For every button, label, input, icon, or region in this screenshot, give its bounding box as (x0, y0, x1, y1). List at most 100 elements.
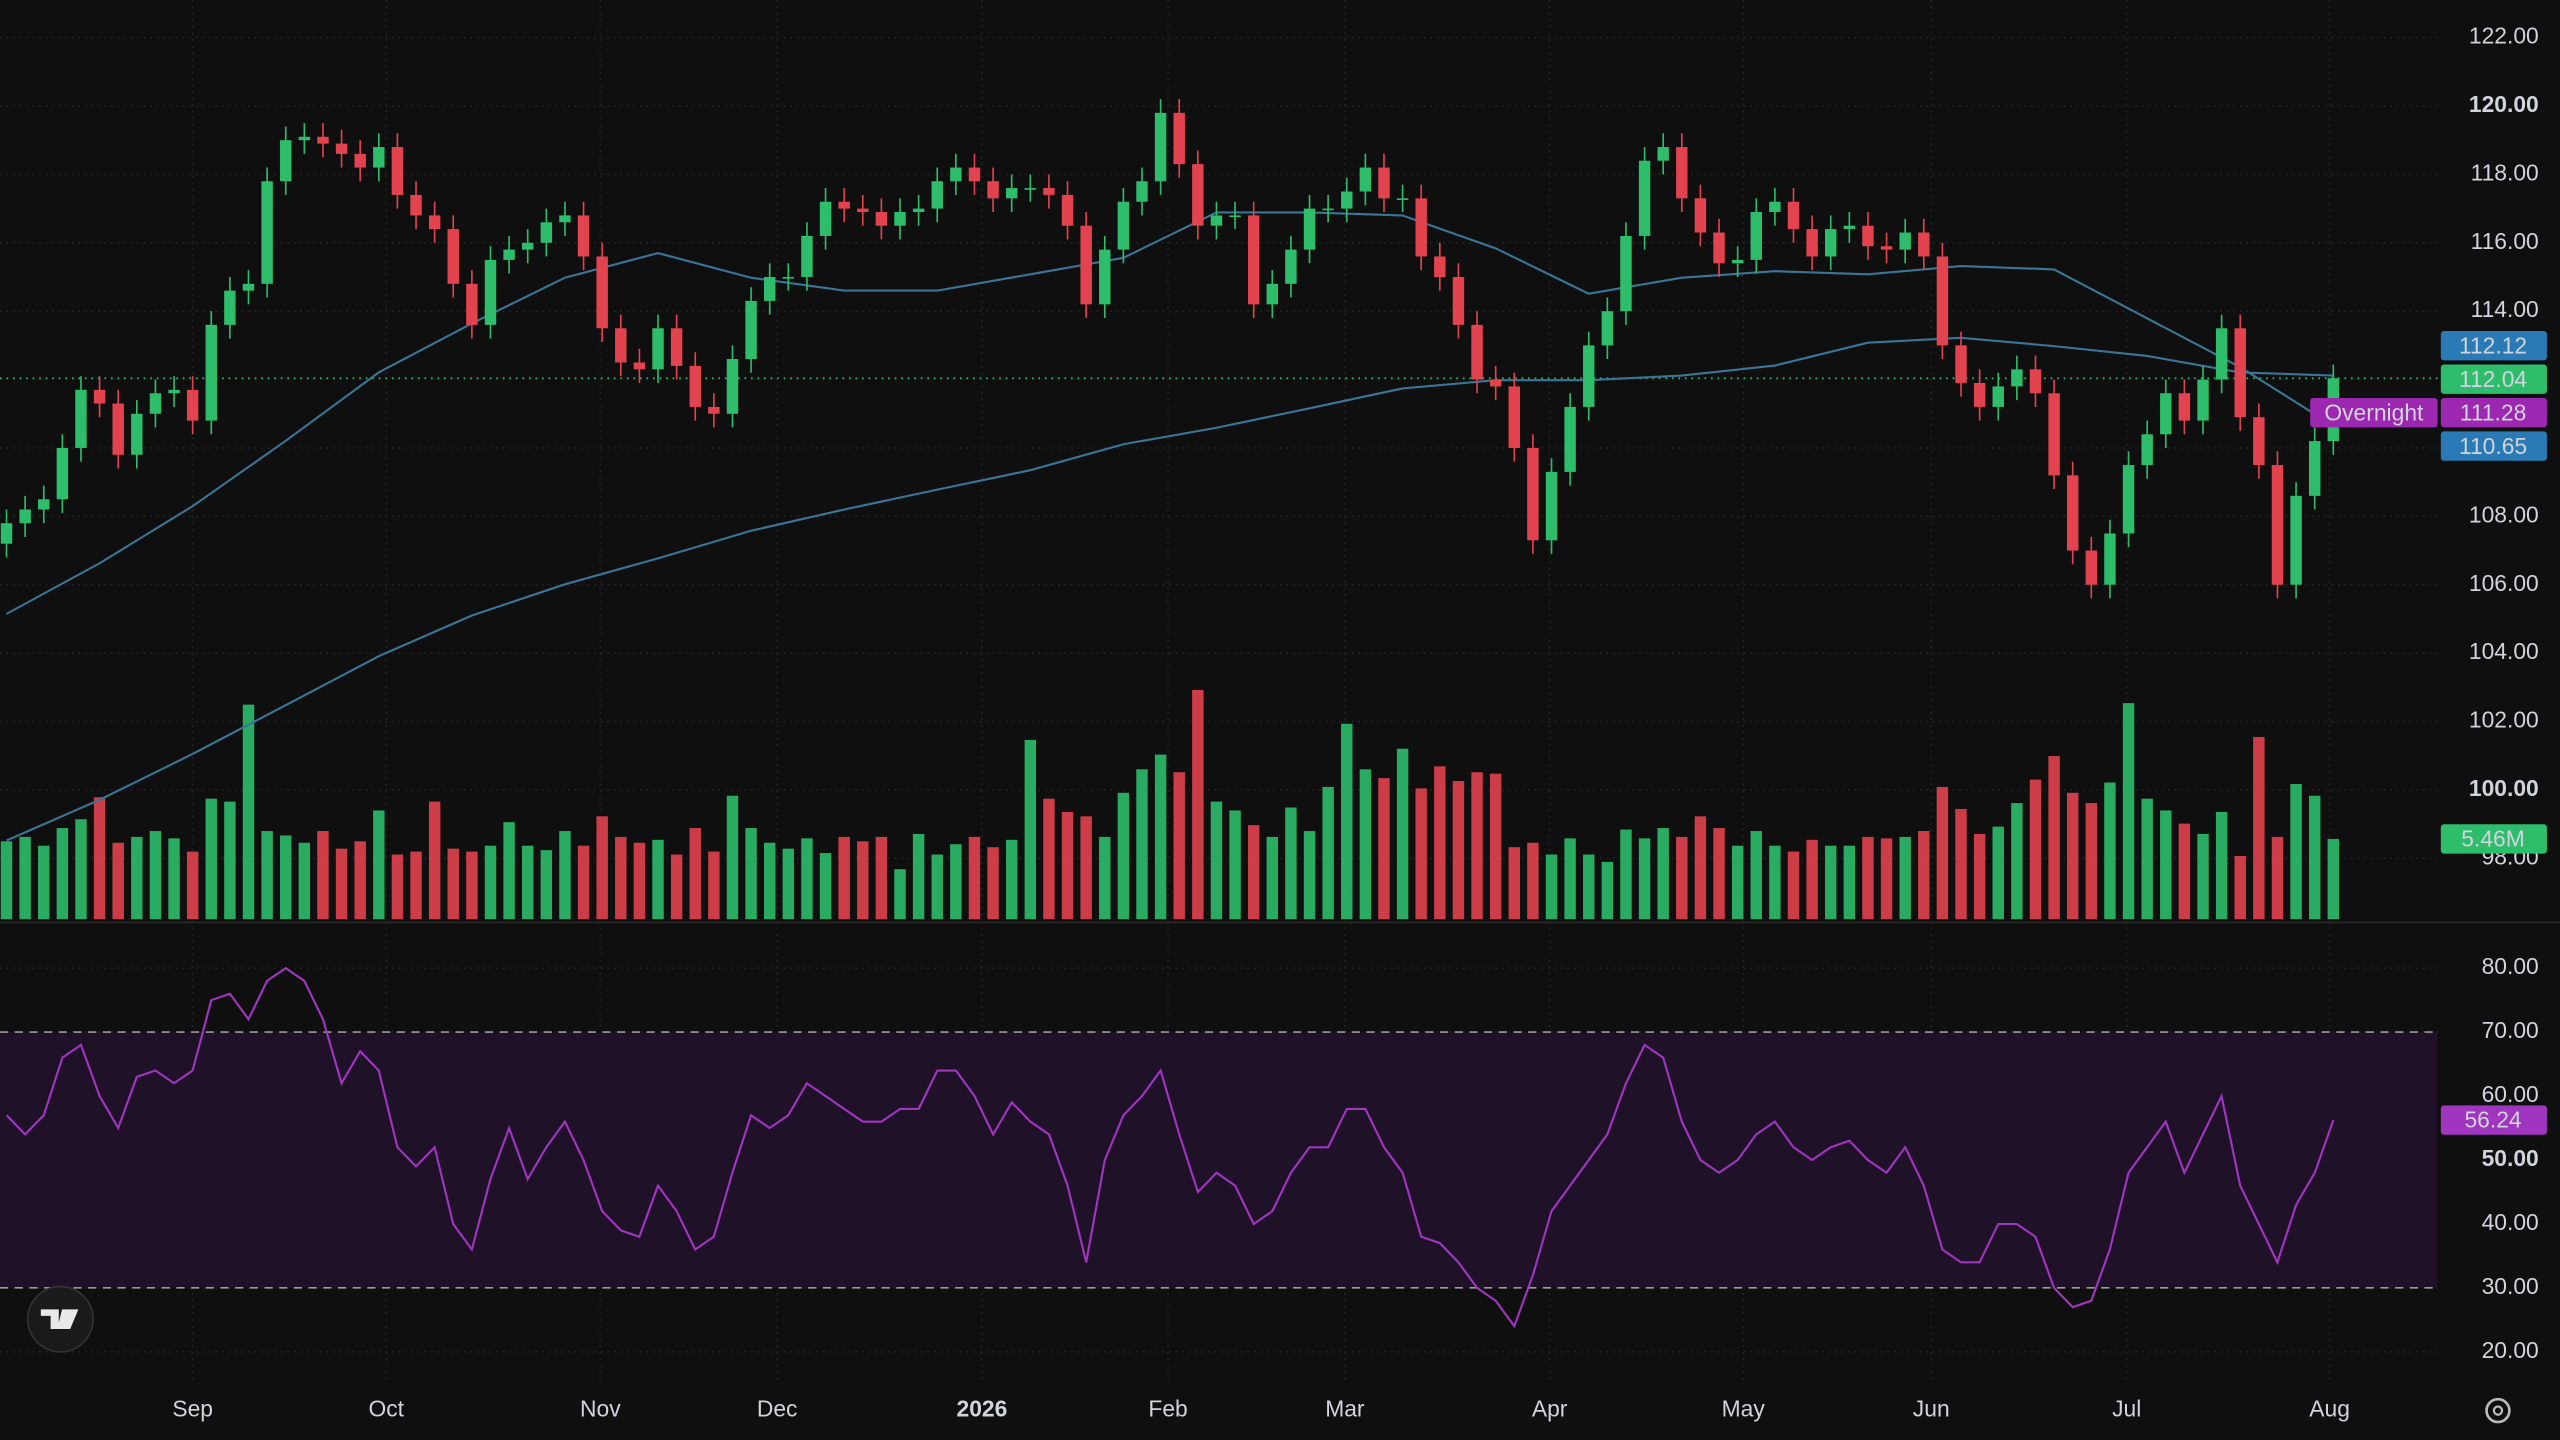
x-tick-label: Sep (172, 1396, 213, 1422)
candle-body (2290, 495, 2302, 585)
axes: Sep Oct Nov Dec 2026 Feb Mar Apr May Jun Jul Aug98.… (172, 23, 2538, 1422)
volume-bar (1266, 836, 1279, 920)
rsi-tick-label: 60.00 (2482, 1081, 2539, 1107)
candle-body (745, 300, 757, 360)
candle-body (1825, 229, 1837, 257)
volume-bar (1694, 816, 1707, 920)
candle-body (2271, 465, 2284, 585)
candle-body (1471, 324, 1483, 380)
volume-bar (2029, 779, 2042, 920)
volume-bar (466, 851, 478, 920)
price-label-box (2440, 364, 2547, 394)
candle-body (2104, 533, 2116, 585)
volume-bar (1583, 854, 1595, 920)
gear[interactable] (2485, 1397, 2511, 1424)
volume-bar (1229, 810, 1241, 920)
candle-body (801, 235, 813, 277)
volume-bar (1713, 828, 1725, 920)
candle-body (1080, 225, 1092, 305)
volume-bar (1638, 838, 1651, 920)
volume-bar (484, 845, 497, 920)
candle-body (1359, 167, 1372, 192)
candle-body (2234, 328, 2246, 418)
candle-body (1676, 147, 1688, 199)
candle-body (186, 389, 199, 421)
volume-bar (1527, 842, 1539, 920)
candle-body (56, 447, 69, 500)
x-tick-label: Dec (757, 1396, 798, 1422)
volume-bar (615, 836, 627, 920)
candle-body (1024, 188, 1037, 190)
candle-body (1229, 215, 1241, 218)
volume-bar (1434, 766, 1446, 920)
volume-bar (2234, 855, 2246, 920)
volume-bar (1303, 831, 1316, 920)
candle-body (931, 181, 943, 209)
y-tick-label: 118.00 (2471, 159, 2539, 185)
candle-body (447, 229, 459, 284)
candle-body (1657, 147, 1669, 161)
volume-bar (261, 831, 273, 920)
candle-body (652, 328, 664, 370)
candle-body (503, 249, 515, 260)
volume-bar (1192, 689, 1204, 920)
candle-body (596, 256, 608, 329)
volume-bar (1322, 786, 1334, 920)
volume-bar (708, 851, 720, 920)
volume-bar (1973, 833, 1986, 920)
overnight-tag-box (2310, 397, 2438, 428)
volume-bar (410, 851, 422, 920)
candle-body (838, 201, 850, 209)
volume-bar (168, 838, 180, 920)
volume-bar (1620, 829, 1632, 920)
candle-body (75, 389, 87, 448)
gear-hub[interactable] (2492, 1405, 2504, 1416)
candle-body (1266, 283, 1279, 305)
candle-body (466, 283, 478, 325)
volume-bar (1099, 836, 1111, 920)
x-tick-label: Apr (1532, 1396, 1568, 1422)
volume-bar (2327, 838, 2340, 920)
candle-body (689, 365, 701, 407)
volume-bar (149, 831, 162, 920)
candle-body (1583, 345, 1595, 407)
volume-bar (2085, 803, 2098, 920)
logo[interactable] (26, 1285, 94, 1353)
price-label-box (2440, 397, 2547, 428)
candle-body (559, 215, 571, 223)
x-tick-label: Jul (2112, 1396, 2141, 1422)
volume-bar (1657, 828, 1669, 920)
volume (0, 689, 2340, 920)
volume-bar (1173, 772, 1185, 920)
volume-label: 5.46M (2461, 826, 2525, 852)
candle-body (1247, 215, 1260, 305)
candle-body (484, 259, 497, 325)
candle-body (1564, 406, 1576, 472)
candle-body (1862, 225, 1874, 247)
volume-bar (1936, 786, 1949, 920)
volume-bar (2066, 792, 2079, 920)
candle-body (1918, 232, 1930, 257)
volume-bar (540, 850, 553, 920)
candle-body (93, 389, 106, 404)
volume-bar (1992, 826, 2004, 920)
volume-bar (1564, 838, 1576, 920)
candle-body (1880, 246, 1893, 250)
price-labels: 112.12 112.04 111.28 Overnight 110.65 5.46M 56… (2310, 331, 2547, 1135)
volume-bar (1005, 839, 1018, 920)
rsi-tick-label: 40.00 (2482, 1209, 2539, 1235)
x-tick-label: Jun (1913, 1396, 1950, 1422)
volume-label-box (2440, 824, 2547, 854)
volume-bar (2160, 810, 2172, 920)
volume-bar (1471, 772, 1483, 920)
settings-button[interactable] (2485, 1397, 2511, 1424)
candle-body (2048, 393, 2060, 476)
candle-body (428, 215, 441, 230)
volume-bar (596, 816, 608, 920)
candle-body (224, 290, 236, 325)
candle-body (968, 167, 981, 182)
candle-body (38, 499, 50, 510)
candle-body (1955, 345, 1967, 383)
y-tick-label: 120.00 (2469, 91, 2539, 117)
